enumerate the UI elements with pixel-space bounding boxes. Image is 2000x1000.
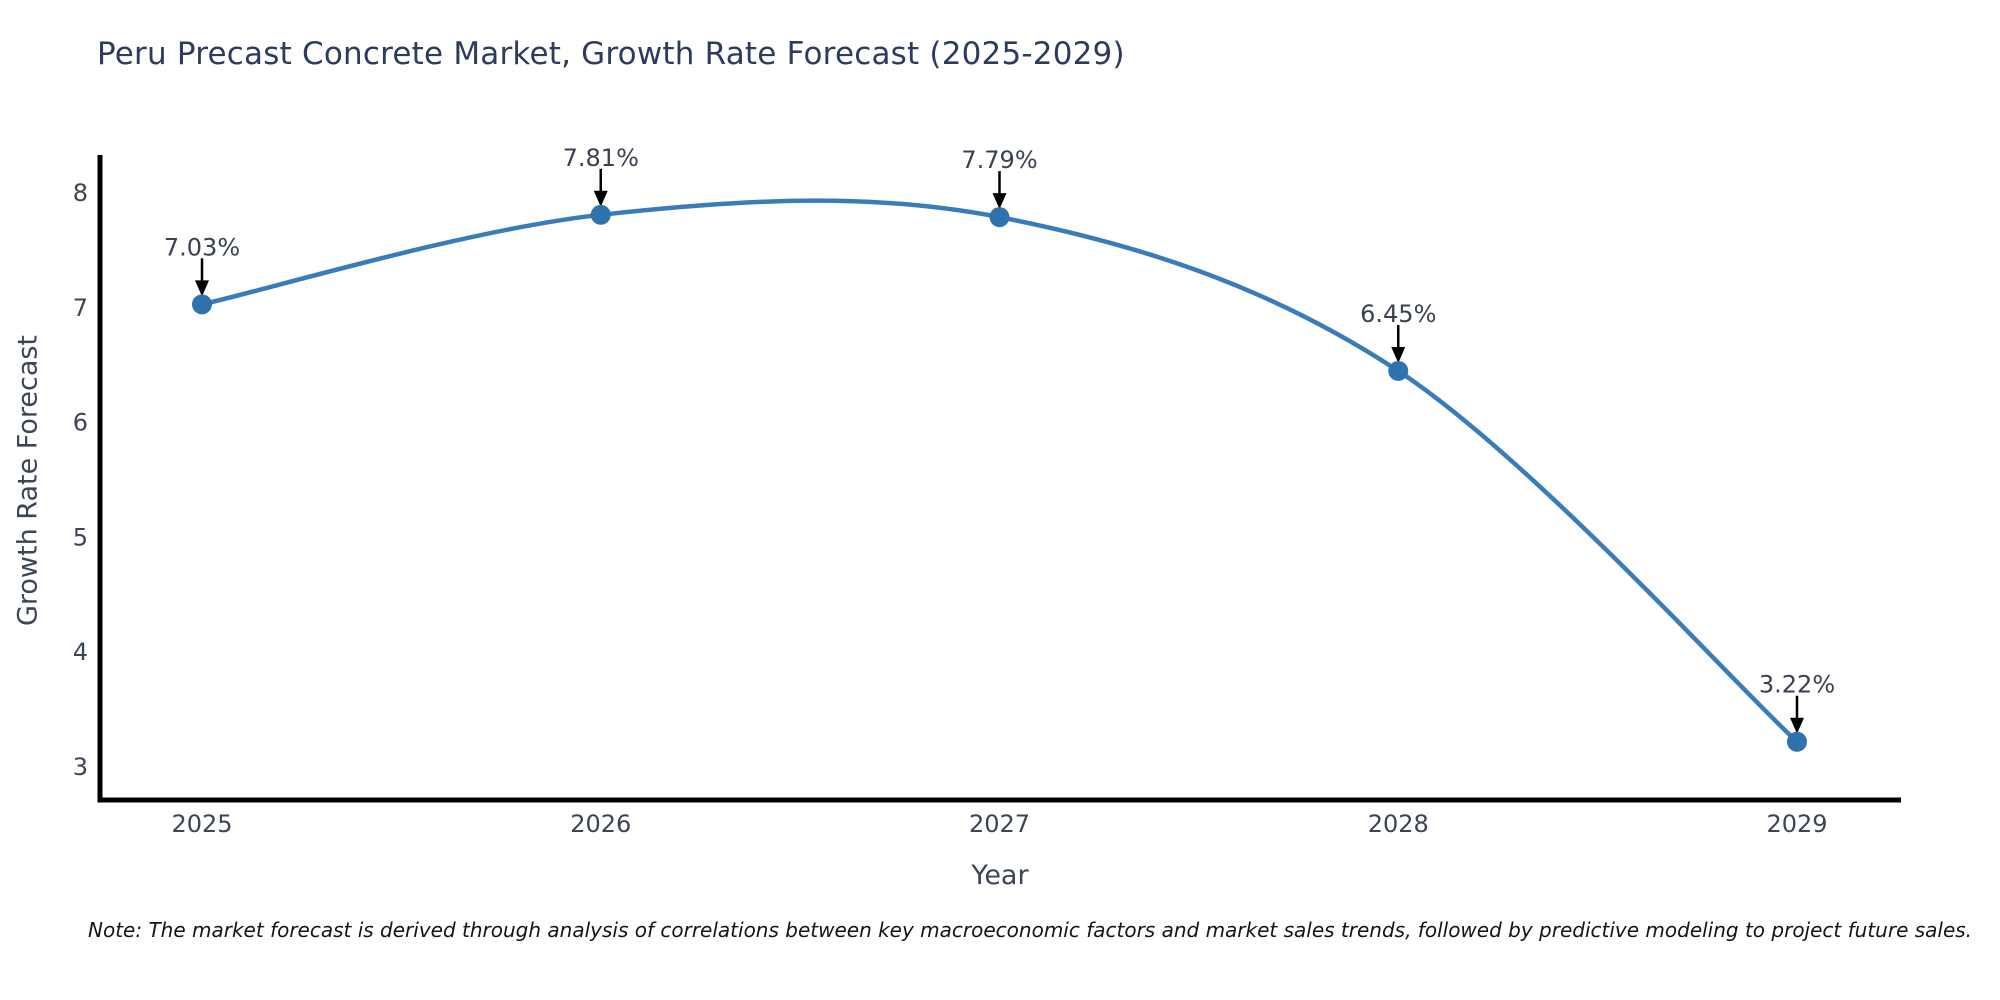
data-point-2029 — [1787, 731, 1807, 752]
annotation-label: 7.79% — [961, 146, 1037, 174]
x-tick-label: 2025 — [171, 810, 232, 838]
annotation-arrowhead — [1391, 346, 1406, 363]
y-tick-label: 4 — [73, 638, 88, 666]
data-point-2026 — [590, 204, 611, 225]
annotation-arrowhead — [1790, 717, 1804, 734]
x-tick-label: 2026 — [570, 810, 631, 838]
annotation-label: 6.45% — [1360, 300, 1436, 328]
data-point-2028 — [1388, 360, 1409, 381]
y-tick-label: 3 — [73, 753, 88, 781]
x-axis-title: Year — [971, 860, 1029, 891]
x-tick-label: 2027 — [969, 810, 1030, 838]
annotation-label: 3.22% — [1759, 671, 1835, 699]
annotation-arrowhead — [593, 190, 608, 207]
annotation-arrowhead — [195, 280, 209, 297]
forecast-line — [199, 198, 1800, 744]
data-point-2025 — [192, 294, 212, 315]
chart-title: Peru Precast Concrete Market, Growth Rat… — [97, 36, 1125, 72]
data-point-2027 — [989, 207, 1010, 228]
annotation-label: 7.03% — [164, 233, 240, 261]
y-tick-label: 6 — [73, 409, 88, 437]
footnote-text: Note: The market forecast is derived thr… — [88, 918, 1973, 942]
x-tick-label: 2029 — [1766, 810, 1827, 838]
y-tick-label: 8 — [73, 179, 88, 207]
y-tick-label: 7 — [73, 294, 88, 322]
y-tick-label: 5 — [73, 523, 88, 551]
annotation-label: 7.81% — [563, 144, 639, 172]
annotation-arrowhead — [992, 193, 1007, 210]
x-tick-label: 2028 — [1368, 810, 1429, 838]
